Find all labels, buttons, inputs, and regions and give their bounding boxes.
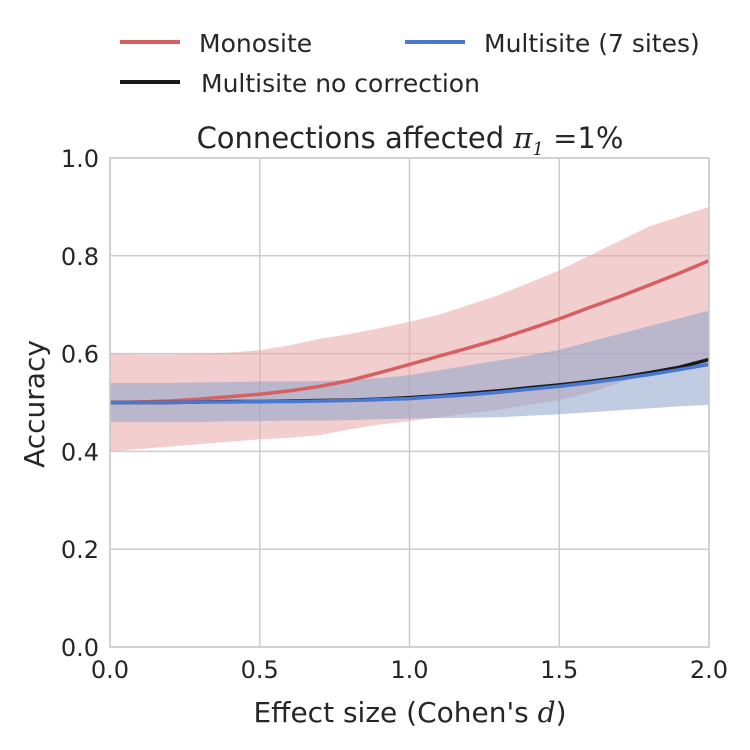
legend-label-multisite: Multisite (7 sites)	[484, 29, 700, 58]
line-multisite-7-sites	[110, 362, 710, 405]
chart-title-math-subscript: 1	[532, 139, 543, 160]
chart-title-suffix: 1%	[577, 121, 623, 155]
y-tick-label: 1.0	[61, 145, 99, 173]
legend: Monosite Multisite (7 sites) Multisite n…	[120, 29, 700, 98]
legend-item-multisite-no-correction: Multisite no correction	[120, 69, 480, 98]
y-tick-label: 0.0	[61, 634, 99, 662]
x-axis-label-prefix: Effect size (Cohen's	[253, 696, 537, 729]
plot-frame	[109, 157, 710, 648]
y-axis-label: Accuracy	[18, 340, 51, 468]
x-tick-label: 2.0	[690, 656, 728, 684]
x-tick-label: 1.5	[540, 656, 578, 684]
y-tick-labels: 0.0 0.2 0.4 0.6 0.8 1.0	[61, 145, 99, 662]
legend-item-multisite: Multisite (7 sites)	[405, 29, 700, 58]
chart-title-math-equals: =	[544, 121, 578, 155]
y-tick-label: 0.6	[61, 341, 99, 369]
y-tick-label: 0.4	[61, 438, 99, 466]
series-lines	[109, 259, 710, 405]
x-tick-label: 0.5	[241, 656, 279, 684]
x-axis-label-suffix: )	[556, 696, 567, 729]
x-tick-label: 1.0	[390, 656, 428, 684]
x-axis-label: Effect size (Cohen's d)	[253, 696, 566, 729]
legend-label-multisite-no-correction: Multisite no correction	[201, 69, 480, 98]
legend-item-monosite: Monosite	[120, 29, 312, 58]
legend-label-monosite: Monosite	[199, 29, 312, 58]
x-tick-label: 0.0	[91, 656, 129, 684]
x-axis-label-math: d	[538, 696, 556, 729]
plot-area: 0.0 0.5 1.0 1.5 2.0 0.0 0.2 0.4 0.6 0.8 1.0	[61, 145, 728, 684]
y-tick-label: 0.2	[61, 536, 99, 564]
y-tick-label: 0.8	[61, 243, 99, 271]
chart-title-prefix: Connections affected	[197, 121, 514, 155]
x-tick-labels: 0.0 0.5 1.0 1.5 2.0	[91, 656, 728, 684]
chart-title: Connections affected π1 =1%	[197, 121, 624, 160]
line-monosite	[109, 259, 710, 405]
chart-title-math-symbol: π	[512, 121, 533, 155]
